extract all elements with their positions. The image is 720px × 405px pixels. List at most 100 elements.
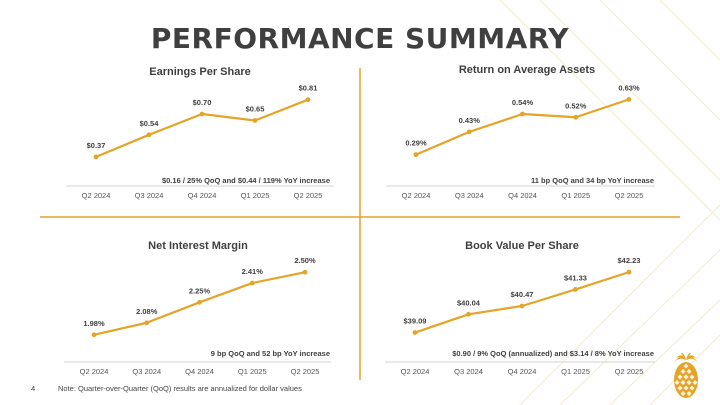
- data-label: 0.52%: [565, 101, 587, 110]
- series-line: [95, 98, 309, 158]
- decor-line: [609, 299, 720, 405]
- chart-1: Earnings Per Share $0.37 $0.54 $0.70 $0.65 $0…: [66, 66, 334, 200]
- pineapple-leaf: [686, 356, 699, 364]
- data-point: [249, 280, 255, 286]
- chart-title: Net Interest Margin: [148, 240, 248, 252]
- tick-label: Q2 2025: [615, 367, 644, 376]
- data-point: [466, 311, 471, 317]
- tick-label: Q1 2025: [238, 367, 267, 376]
- tick-label: Q3 2024: [135, 191, 164, 200]
- data-point: [197, 299, 202, 305]
- decor-line: [519, 204, 720, 405]
- data-point: [199, 111, 205, 117]
- tick-label: Q2 2025: [291, 367, 320, 376]
- chart-annotation: 9 bp QoQ and 52 bp YoY increase: [211, 349, 330, 358]
- decor-line: [539, 0, 720, 181]
- data-label: $0.65: [246, 105, 265, 114]
- tick-label: Q1 2025: [561, 191, 590, 200]
- tick-label: Q2 2025: [294, 191, 323, 200]
- data-point: [520, 111, 525, 117]
- footnote: Note: Quarter-over-Quarter (QoQ) results…: [58, 384, 302, 393]
- tick-label: Q2 2024: [401, 367, 430, 376]
- data-label: $0.70: [193, 98, 212, 107]
- data-point: [626, 269, 632, 275]
- pineapple-scale: [683, 385, 689, 391]
- pineapple-scale: [686, 391, 692, 396]
- data-label: 2.08%: [136, 307, 158, 316]
- chart-annotation: $0.90 / 9% QoQ (annualized) and $3.14 / …: [452, 349, 654, 358]
- data-point: [305, 97, 311, 103]
- tick-label: Q3 2024: [132, 367, 161, 376]
- data-label: $42.23: [618, 256, 641, 265]
- decor-line: [499, 0, 720, 221]
- pineapple-scale: [686, 369, 692, 374]
- pineapple-scale: [674, 380, 680, 385]
- chart-annotation: 11 bp QoQ and 34 bp YoY increase: [531, 176, 654, 185]
- pineapple-scale: [689, 385, 695, 391]
- data-point: [412, 330, 418, 335]
- data-label: 2.25%: [189, 286, 211, 295]
- decor-line: [599, 0, 720, 121]
- data-label: $41.33: [564, 273, 587, 282]
- data-label: $0.81: [299, 84, 318, 93]
- tick-label: Q3 2024: [454, 367, 483, 376]
- data-point: [466, 129, 472, 135]
- pineapple-leaf: [673, 356, 686, 364]
- series-line: [415, 98, 630, 156]
- data-label: 0.63%: [618, 83, 640, 92]
- data-point: [626, 96, 632, 102]
- chart-title: Return on Average Assets: [459, 64, 595, 76]
- data-label: $40.04: [457, 298, 481, 307]
- chart-3: Net Interest Margin 1.98% 2.08% 2.25% 2.41% 2…: [64, 240, 331, 376]
- data-label: $0.54: [140, 119, 160, 128]
- tick-label: Q2 2024: [402, 191, 431, 200]
- pineapple-scale: [680, 369, 686, 374]
- tick-label: Q2 2024: [80, 367, 109, 376]
- decor-line: [659, 0, 720, 61]
- data-point: [302, 269, 308, 275]
- data-label: 0.54%: [512, 98, 534, 107]
- series-line: [414, 271, 630, 334]
- tick-label: Q3 2024: [455, 191, 484, 200]
- data-point: [519, 303, 525, 309]
- data-label: 2.50%: [294, 256, 316, 265]
- pineapple-leaf: [686, 355, 696, 360]
- data-point: [91, 332, 97, 338]
- background-decor-lines: [499, 0, 720, 405]
- data-point: [413, 152, 419, 158]
- pineapple-scale: [680, 391, 686, 396]
- data-point: [146, 132, 152, 138]
- data-point: [93, 154, 99, 160]
- data-label: $40.47: [511, 290, 534, 299]
- decor-line: [559, 249, 720, 405]
- tick-label: Q4 2024: [508, 367, 537, 376]
- chart-title: Earnings Per Share: [149, 66, 251, 78]
- pineapple-scale: [689, 374, 695, 380]
- tick-label: Q2 2024: [82, 191, 111, 200]
- data-label: 0.29%: [405, 139, 427, 148]
- data-label: 1.98%: [83, 319, 105, 328]
- data-point: [252, 118, 258, 123]
- page-title: PERFORMANCE SUMMARY: [150, 22, 570, 55]
- data-point: [573, 114, 579, 120]
- tick-label: Q2 2025: [615, 191, 644, 200]
- page-number: 4: [31, 384, 36, 393]
- pineapple-scale: [683, 363, 689, 369]
- data-label: 0.43%: [459, 116, 481, 125]
- data-label: 2.41%: [242, 267, 264, 276]
- tick-label: Q4 2024: [185, 367, 214, 376]
- pineapple-scale: [692, 380, 698, 385]
- chart-annotation: $0.16 / 25% QoQ and $0.44 / 119% YoY inc…: [162, 176, 330, 185]
- pineapple-leaf: [681, 352, 686, 360]
- pineapple-scale: [677, 374, 683, 380]
- data-point: [573, 287, 578, 292]
- tick-label: Q4 2024: [188, 191, 217, 200]
- tick-label: Q4 2024: [508, 191, 537, 200]
- data-label: $0.37: [87, 141, 106, 150]
- quadrant-dividers: [40, 68, 680, 380]
- pineapple-icon: [673, 352, 699, 398]
- pineapple-scale: [683, 374, 689, 380]
- pineapple-scale: [677, 385, 683, 391]
- chart-4: Book Value Per Share $39.09 $40.04 $40.47 $4…: [385, 240, 655, 376]
